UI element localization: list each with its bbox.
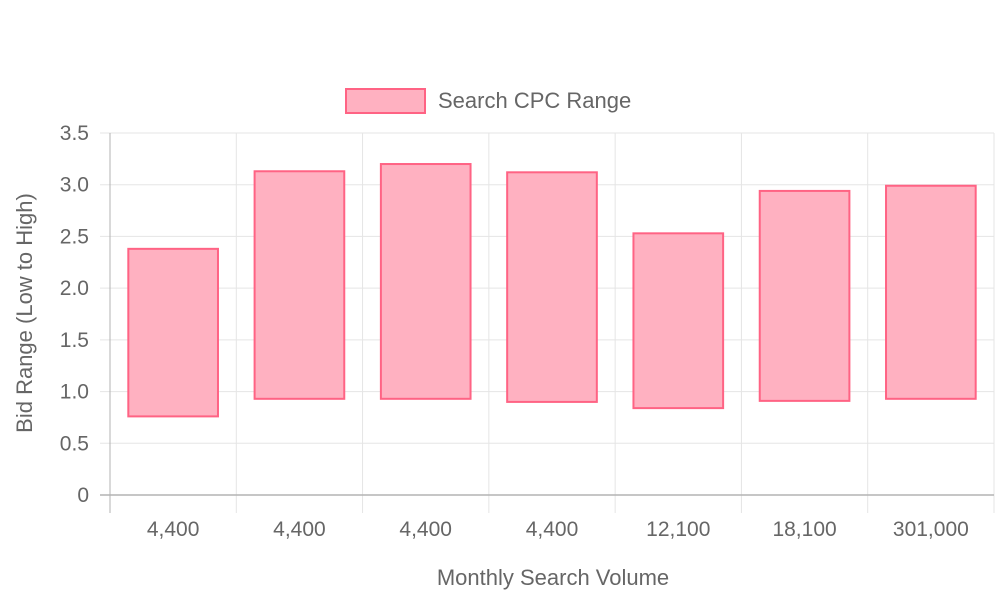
y-tick-label: 3.0 [60,174,89,197]
axes: 0 0.5 1.0 1.5 2.0 2.5 3.0 3.5 4,400 4,400 4,400 4,4… [60,122,994,541]
x-tick-label: 4,400 [273,518,326,541]
y-tick-label: 3.5 [60,122,89,145]
legend[interactable]: Search CPC Range [345,88,631,114]
bar[interactable] [253,170,346,400]
legend-swatch[interactable] [345,88,426,114]
x-tick-label: 4,400 [147,518,200,541]
bar[interactable] [632,232,725,410]
bars [127,163,977,418]
y-tick-label: 2.0 [60,277,89,300]
y-tick-label: 1.0 [60,381,89,404]
y-axis-title: Bid Range (Low to High) [12,193,37,433]
y-tick-label: 0 [77,484,89,507]
x-tick-label: 301,000 [893,518,969,541]
y-tick-label: 2.5 [60,225,89,248]
bar[interactable] [506,171,598,403]
bar[interactable] [127,247,219,418]
x-tick-label: 4,400 [526,518,579,541]
bar[interactable] [885,184,977,400]
y-tick-label: 1.5 [60,329,89,352]
x-tick-label: 4,400 [399,518,452,541]
x-axis-title: Monthly Search Volume [437,565,669,590]
x-tick-label: 12,100 [646,518,710,541]
bar[interactable] [379,163,472,400]
y-tick-label: 0.5 [60,432,89,455]
x-tick-label: 18,100 [772,518,836,541]
bar[interactable] [758,189,851,402]
legend-label[interactable]: Search CPC Range [438,88,631,113]
